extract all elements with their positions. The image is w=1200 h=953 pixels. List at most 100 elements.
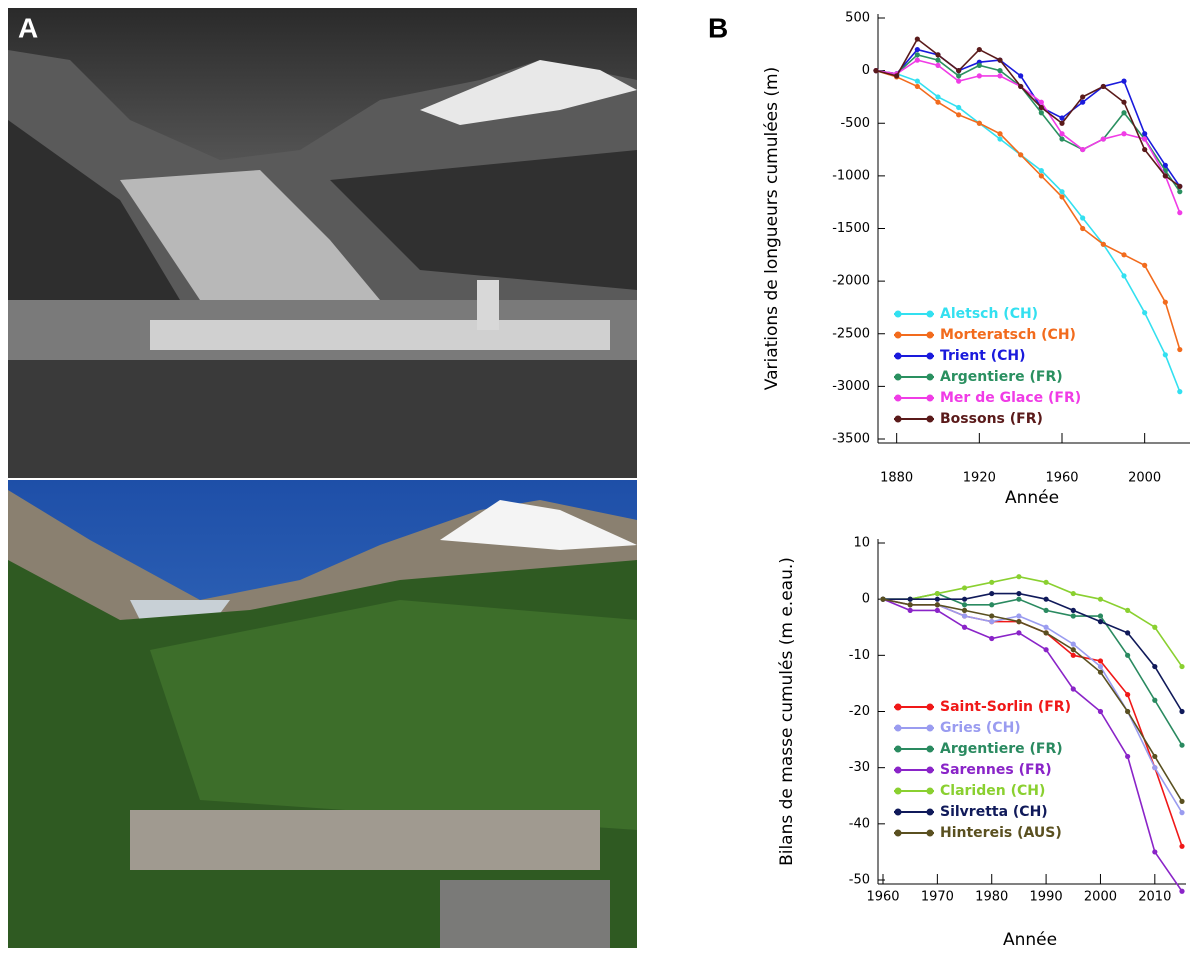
data-point [1038, 110, 1044, 116]
data-point [989, 635, 995, 642]
data-point [1043, 596, 1049, 602]
data-point [1179, 798, 1185, 804]
data-point [1080, 225, 1086, 232]
data-point [1162, 352, 1168, 358]
x-tick-label: 1880 [880, 471, 913, 486]
legend-label: Clariden (CH) [940, 783, 1045, 799]
data-point [1152, 663, 1158, 670]
data-point [997, 57, 1003, 63]
legend-marker [894, 373, 902, 381]
legend-marker [894, 352, 902, 360]
data-point [1016, 596, 1022, 602]
x-tick-label: 1970 [921, 890, 954, 905]
data-point [1179, 742, 1185, 748]
data-point [1016, 590, 1022, 597]
data-point [1152, 753, 1158, 760]
data-point [1043, 624, 1049, 630]
data-point [907, 607, 913, 614]
panel-label: A [18, 12, 38, 43]
series-line [882, 598, 1183, 802]
data-point [1018, 73, 1024, 79]
panel-label: B [708, 12, 728, 43]
legend-marker [894, 310, 902, 318]
x-axis-label: Année [1005, 488, 1059, 508]
x-tick-label: 1920 [963, 471, 996, 486]
data-point [1097, 708, 1104, 715]
y-tick-label: 10 [853, 536, 870, 551]
data-point [961, 602, 968, 608]
y-tick-label: -30 [849, 760, 870, 775]
legend-marker [894, 808, 902, 816]
data-point [1070, 607, 1076, 614]
data-point [989, 619, 995, 625]
data-point [1080, 99, 1086, 105]
legend-marker [894, 703, 902, 711]
data-point [1179, 888, 1185, 894]
data-point [934, 607, 940, 614]
series-line [883, 575, 1183, 668]
data-point [1162, 173, 1168, 179]
legend-label: Saint-Sorlin (FR) [940, 699, 1071, 715]
data-point [1142, 146, 1148, 153]
data-point [989, 613, 995, 619]
data-point [1059, 136, 1065, 142]
legend-marker [926, 352, 934, 360]
data-point [1125, 630, 1131, 636]
data-point [1070, 590, 1076, 597]
data-point [1177, 183, 1183, 189]
data-point [873, 68, 879, 74]
data-point [1152, 697, 1158, 703]
data-point [1097, 663, 1104, 670]
x-tick-label: 2000 [1128, 471, 1161, 486]
data-point [1177, 346, 1183, 353]
data-point [1121, 78, 1127, 84]
data-point [1121, 252, 1127, 258]
data-point [1043, 647, 1049, 653]
series-line [883, 592, 1183, 712]
data-point [1152, 765, 1158, 771]
data-point [976, 120, 982, 126]
data-point [1038, 104, 1044, 111]
data-point [956, 73, 962, 79]
data-point [1179, 843, 1185, 849]
data-point [1177, 389, 1183, 395]
data-point [1125, 607, 1131, 614]
data-point [956, 112, 962, 118]
data-point [1038, 99, 1044, 105]
y-axis-label: Variations de longueurs cumulées (m) [762, 67, 782, 390]
legend-marker [894, 724, 902, 732]
data-point [1038, 168, 1044, 174]
legend-label: Hintereis (AUS) [940, 825, 1062, 841]
data-point [1152, 849, 1158, 855]
legend-marker [926, 415, 934, 423]
legend-marker [894, 745, 902, 753]
legend-label: Sarennes (FR) [940, 762, 1052, 778]
y-tick-label: -40 [849, 816, 870, 831]
data-point [961, 613, 968, 619]
y-tick-label: -1500 [832, 221, 870, 236]
data-point [1043, 607, 1049, 614]
legend-label: Bossons (FR) [940, 411, 1043, 427]
data-point [961, 624, 968, 630]
data-point [1152, 624, 1158, 630]
series-line [875, 37, 1181, 188]
data-point [934, 602, 940, 608]
data-point [1142, 262, 1148, 268]
legend-marker [926, 394, 934, 402]
data-point [1097, 596, 1104, 602]
legend-label: Argentiere (FR) [940, 369, 1063, 385]
data-point [1100, 136, 1106, 142]
data-point [1070, 647, 1076, 653]
data-point [989, 602, 995, 608]
legend-marker [926, 331, 934, 339]
data-point [914, 36, 920, 42]
data-point [997, 136, 1003, 142]
data-point [1100, 83, 1106, 90]
data-point [1097, 613, 1104, 619]
legend-marker [926, 724, 934, 732]
legend-marker [926, 766, 934, 774]
data-point [1097, 619, 1104, 625]
legend-marker [926, 745, 934, 753]
data-point [1125, 692, 1131, 698]
